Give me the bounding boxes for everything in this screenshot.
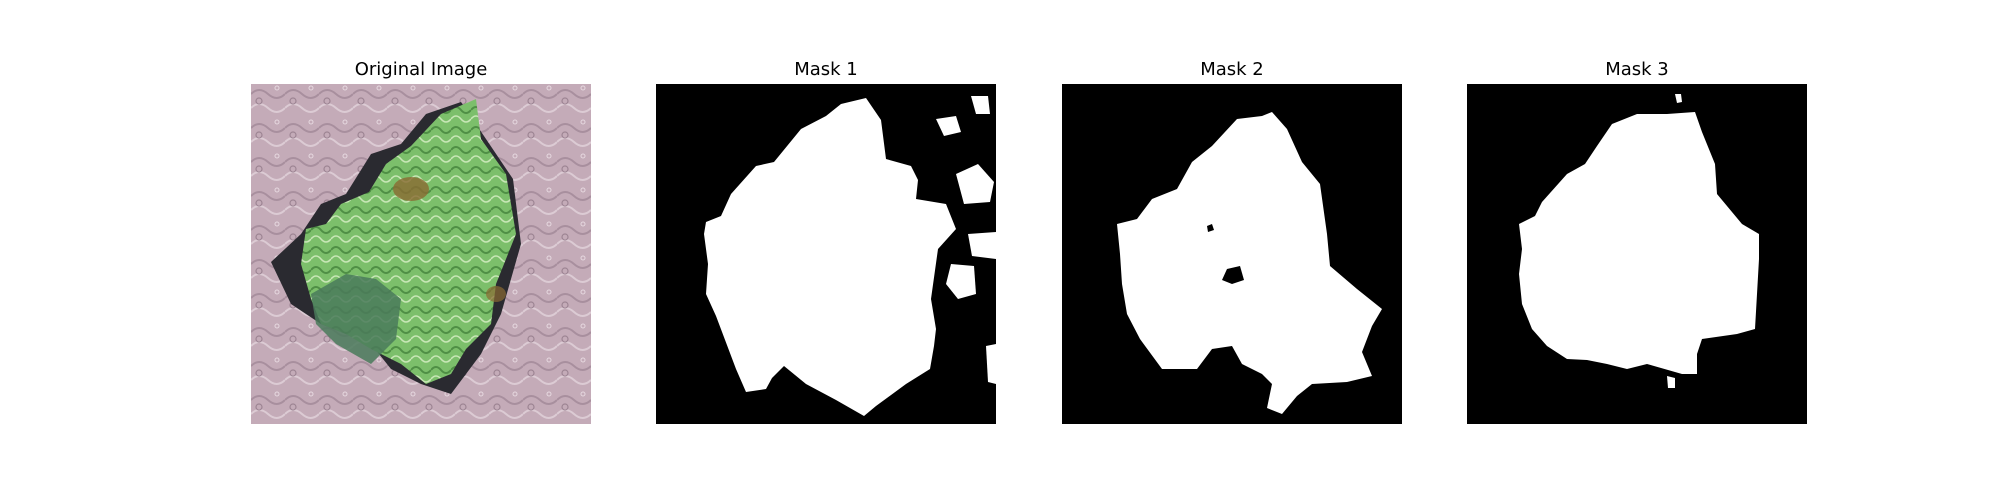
mask-1-image [656, 84, 996, 424]
panel-title: Mask 3 [1605, 59, 1669, 80]
mask-2-image [1062, 84, 1402, 424]
panel-title: Mask 1 [794, 59, 858, 80]
panel-title: Original Image [354, 59, 488, 80]
mask-3-image [1467, 84, 1807, 424]
panel-title: Mask 2 [1200, 59, 1264, 80]
original-image [251, 84, 591, 424]
